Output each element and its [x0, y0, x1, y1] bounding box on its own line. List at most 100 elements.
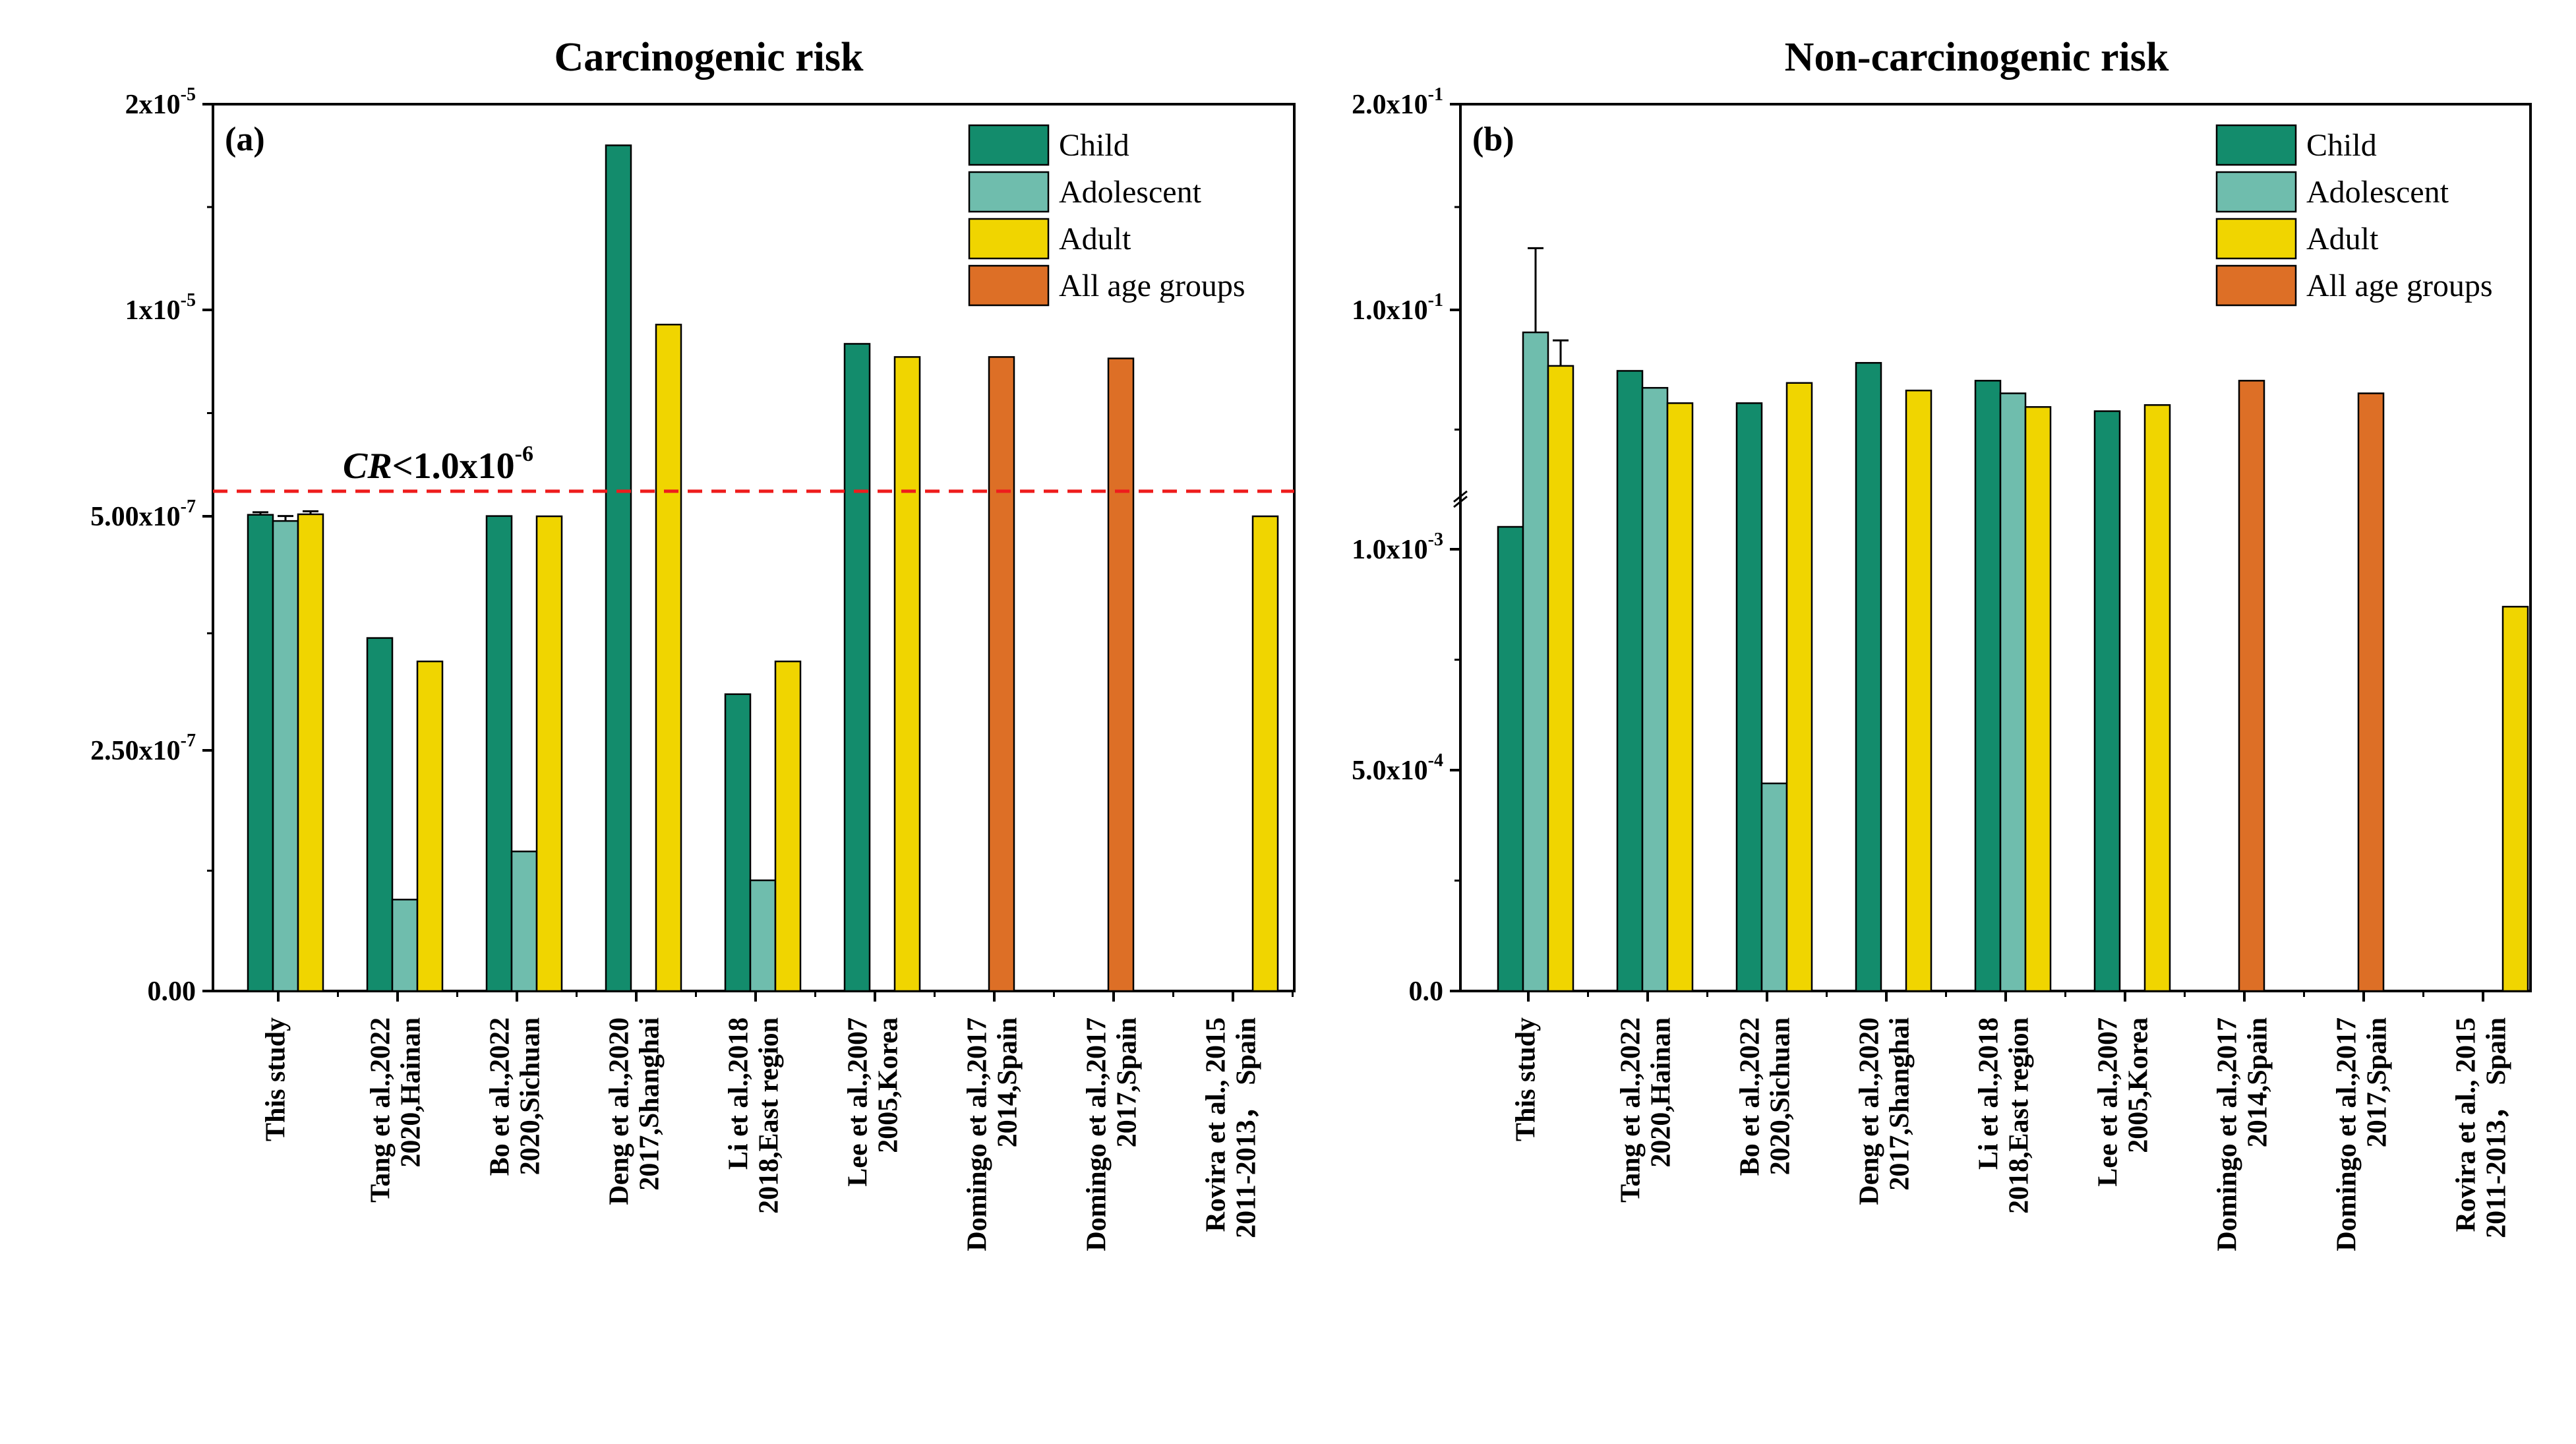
x-tick-label-2017-spain: 2017,Spain	[1112, 1017, 1143, 1147]
y-tick-label: 2.0x10-1	[1352, 84, 1443, 120]
bar-adolescent-0	[272, 520, 299, 992]
legend-label-adult: Adult	[2306, 222, 2379, 256]
x-tick-label-rovira-et-al-2015: Rovira et al., 2015	[1201, 1017, 1232, 1232]
legend-label-all-age-groups: All age groups	[1059, 268, 1245, 303]
bar-adolescent-1	[1641, 386, 1669, 992]
legend-swatch-child	[968, 124, 1050, 166]
x-tick-label-lee-et-al-2007: Lee et al.,2007	[2093, 1017, 2124, 1187]
legend-swatch-child	[2215, 124, 2297, 166]
y-tick-label: 5.0x10-4	[1352, 750, 1443, 786]
y-tick-label: 1.0x10-1	[1352, 290, 1443, 326]
threshold-label-cr: CR	[343, 446, 392, 487]
x-tick-label-rovira-et-al-2015: Rovira et al., 2015	[2451, 1017, 2482, 1232]
bar-adult-8	[1251, 515, 1279, 992]
x-tick-label-lee-et-al-2007: Lee et al.,2007	[843, 1017, 874, 1187]
x-tick-label-bo-et-al-2022: Bo et al.,2022	[1735, 1017, 1766, 1176]
x-tick-label-domingo-et-al-2017: Domingo et al.,2017	[963, 1017, 993, 1251]
chart-title: Carcinogenic risk	[554, 35, 864, 80]
bar-adolescent-2	[510, 851, 538, 992]
legend-swatch-adolescent	[968, 171, 1050, 213]
y-tick-label: 1.0x10-3	[1352, 529, 1443, 565]
bar-adult-2	[535, 515, 563, 992]
x-tick-label-2005-korea: 2005,Korea	[874, 1017, 904, 1153]
threshold-label: CR<1.0x10-6	[343, 442, 533, 487]
y-tick-label: 0.0	[1409, 977, 1444, 1007]
x-tick-label-2020-hainan: 2020,Hainan	[396, 1017, 427, 1168]
x-tick-label-2011-2013-spain: 2011-2013， Spain	[1232, 1017, 1262, 1238]
y-tick-exponent: -5	[181, 84, 196, 105]
x-tick-label-deng-et-al-2020: Deng et al.,2020	[605, 1017, 635, 1205]
y-tick-exponent: -1	[1428, 290, 1443, 311]
bar-child-1	[366, 637, 394, 992]
bar-child-3	[1855, 362, 1882, 992]
x-tick-label-bo-et-al-2022: Bo et al.,2022	[485, 1017, 516, 1176]
bar-all-age-groups-7	[2357, 392, 2385, 992]
bar-child-0	[247, 514, 274, 992]
x-tick-label-2014-spain: 2014,Spain	[993, 1017, 1023, 1147]
bar-adult-3	[655, 324, 682, 992]
x-tick-label-this-study: This study	[1511, 1017, 1542, 1141]
bar-child-5	[843, 343, 871, 992]
y-tick-label: 2x10-5	[125, 84, 196, 120]
x-tick-label-deng-et-al-2020: Deng et al.,2020	[1855, 1017, 1885, 1205]
legend-swatch-adult	[968, 218, 1050, 260]
x-tick-label-2018-east-region: 2018,East region	[2004, 1017, 2035, 1214]
x-tick-label-domingo-et-al-2017: Domingo et al.,2017	[2213, 1017, 2243, 1251]
bar-adult-0	[1547, 365, 1574, 992]
panel-b-non-carcinogenic-risk-chart: Non-carcinogenic risk (b) 0.0 5.0x10-4 1.0x1…	[1352, 35, 2532, 1251]
legend-label-adolescent: Adolescent	[1059, 175, 1202, 210]
axis-break-mark	[1453, 495, 1468, 508]
legend-swatch-adult	[2215, 218, 2297, 260]
bar-child-3	[605, 144, 632, 992]
legend-swatch-all-age-groups	[2215, 264, 2297, 307]
bar-adolescent-4	[1999, 392, 2027, 992]
x-tick-label-li-et-al-2018: Li et al.,2018	[1974, 1017, 2004, 1170]
threshold-label-exp: -6	[515, 442, 533, 466]
panel-label: (b)	[1472, 121, 1514, 158]
bar-adult-5	[2143, 404, 2171, 992]
bar-child-1	[1616, 370, 1644, 992]
y-tick-base: 5.0x10	[1352, 756, 1428, 786]
legend-swatch-adolescent	[2215, 171, 2297, 213]
y-tick-base: 2x10	[125, 90, 181, 120]
x-tick-label-2017-spain: 2017,Spain	[2362, 1017, 2393, 1147]
bar-adult-1	[1666, 402, 1694, 992]
legend-label-adult: Adult	[1059, 222, 1131, 256]
x-tick-label-2018-east-region: 2018,East region	[754, 1017, 785, 1214]
y-tick-base: 0.00	[148, 977, 196, 1007]
legend-label-child: Child	[2306, 128, 2377, 163]
legend-swatch-all-age-groups	[968, 264, 1050, 307]
y-tick-exponent: -7	[181, 731, 196, 751]
bar-adolescent-1	[391, 899, 419, 992]
y-tick-label: 2.50x10-7	[90, 731, 196, 766]
bar-child-4	[724, 693, 752, 992]
y-tick-base: 1x10	[125, 295, 181, 326]
x-tick-label-tang-et-al-2022: Tang et al.,2022	[1616, 1017, 1646, 1203]
legend-label-child: Child	[1059, 128, 1129, 163]
y-tick-label: 5.00x10-7	[90, 496, 196, 532]
x-tick-label-2020-sichuan: 2020,Sichuan	[516, 1017, 546, 1175]
bar-child-0	[1497, 526, 1524, 992]
bar-child-2	[1735, 402, 1763, 992]
y-tick-base: 2.0x10	[1352, 90, 1428, 120]
bar-all-age-groups-6	[988, 356, 1015, 992]
x-tick-label-2011-2013-spain: 2011-2013， Spain	[2482, 1017, 2512, 1238]
legend-label-adolescent: Adolescent	[2306, 175, 2449, 210]
bar-adolescent-2	[1760, 782, 1788, 992]
bar-adult-2	[1785, 382, 1813, 992]
bar-adult-0	[297, 513, 324, 992]
y-tick-base: 2.50x10	[90, 736, 181, 766]
bar-child-2	[485, 515, 513, 992]
bar-all-age-groups-6	[2238, 380, 2265, 992]
y-tick-exponent: -7	[181, 496, 196, 517]
x-tick-label-li-et-al-2018: Li et al.,2018	[724, 1017, 754, 1170]
y-tick-exponent: -1	[1428, 84, 1443, 105]
chart-title: Non-carcinogenic risk	[1785, 35, 2169, 80]
y-tick-base: 1.0x10	[1352, 295, 1428, 326]
y-tick-label: 0.00	[148, 977, 196, 1007]
y-tick-base: 5.00x10	[90, 502, 181, 532]
x-tick-label-2005-korea: 2005,Korea	[2124, 1017, 2154, 1153]
x-tick-label-2014-spain: 2014,Spain	[2243, 1017, 2273, 1147]
bar-adult-5	[893, 356, 921, 992]
